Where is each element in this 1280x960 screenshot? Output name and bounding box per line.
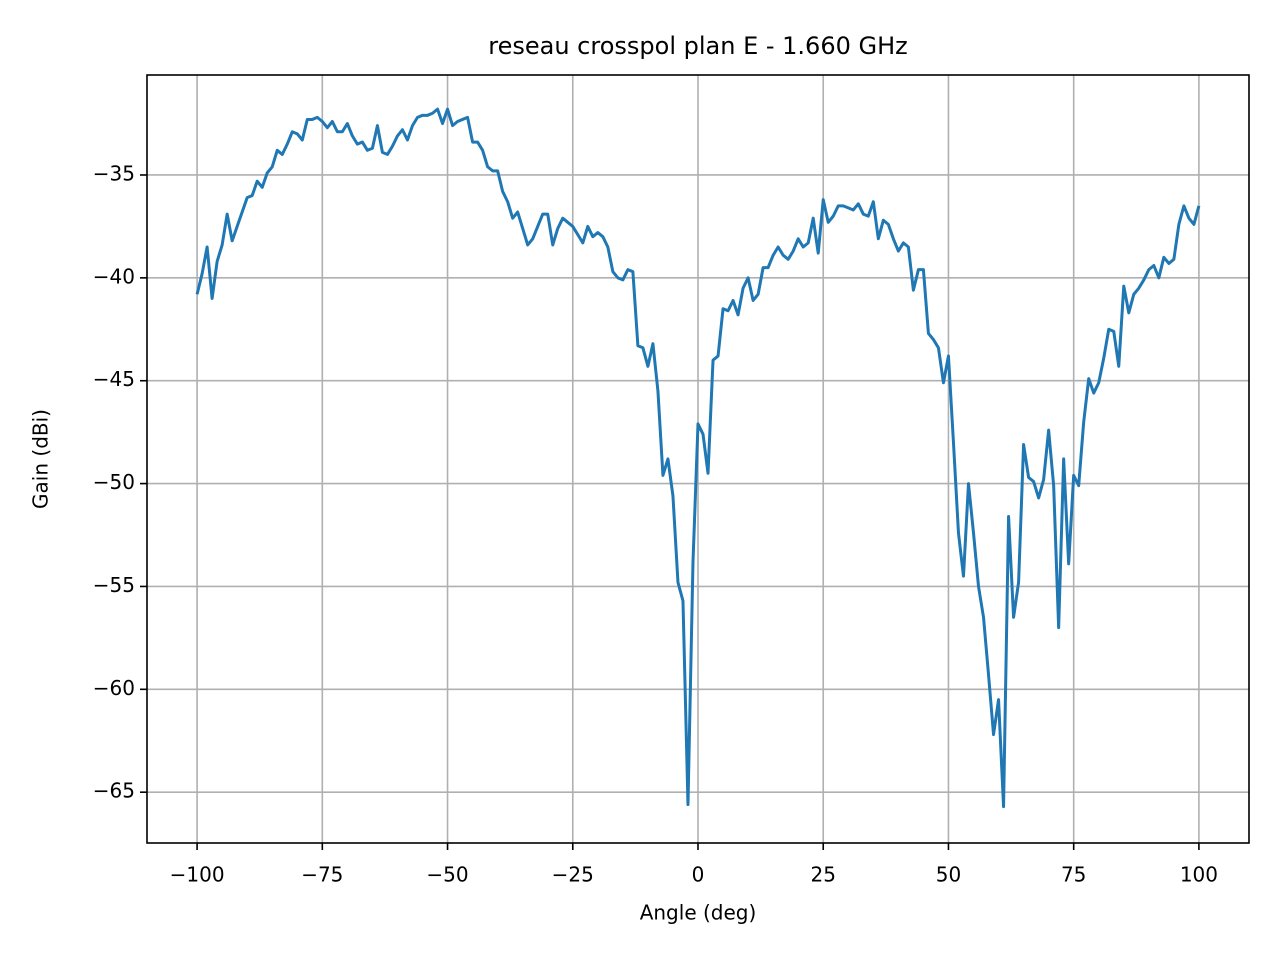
y-tick-label: −50 bbox=[93, 470, 135, 494]
chart-title: reseau crosspol plan E - 1.660 GHz bbox=[488, 32, 907, 60]
x-axis-label: Angle (deg) bbox=[640, 901, 757, 925]
x-tick-label: 50 bbox=[936, 863, 961, 887]
y-tick-label: −35 bbox=[93, 161, 135, 185]
x-tick-label: −50 bbox=[426, 863, 468, 887]
y-axis-label: Gain (dBi) bbox=[29, 409, 53, 509]
x-tick-label: 0 bbox=[692, 863, 705, 887]
x-tick-label: −75 bbox=[301, 863, 343, 887]
y-tick-label: −40 bbox=[93, 264, 135, 288]
y-tick-label: −45 bbox=[93, 367, 135, 391]
x-tick-label: 25 bbox=[811, 863, 836, 887]
data-line bbox=[195, 107, 1201, 809]
y-tick-label: −65 bbox=[93, 779, 135, 803]
x-tick-label: −25 bbox=[552, 863, 594, 887]
y-tick-label: −60 bbox=[93, 676, 135, 700]
plot bbox=[195, 107, 1201, 809]
x-tick-label: −100 bbox=[170, 863, 225, 887]
x-tick-label: 100 bbox=[1180, 863, 1218, 887]
y-tick-label: −55 bbox=[93, 573, 135, 597]
x-tick-label: 75 bbox=[1061, 863, 1086, 887]
